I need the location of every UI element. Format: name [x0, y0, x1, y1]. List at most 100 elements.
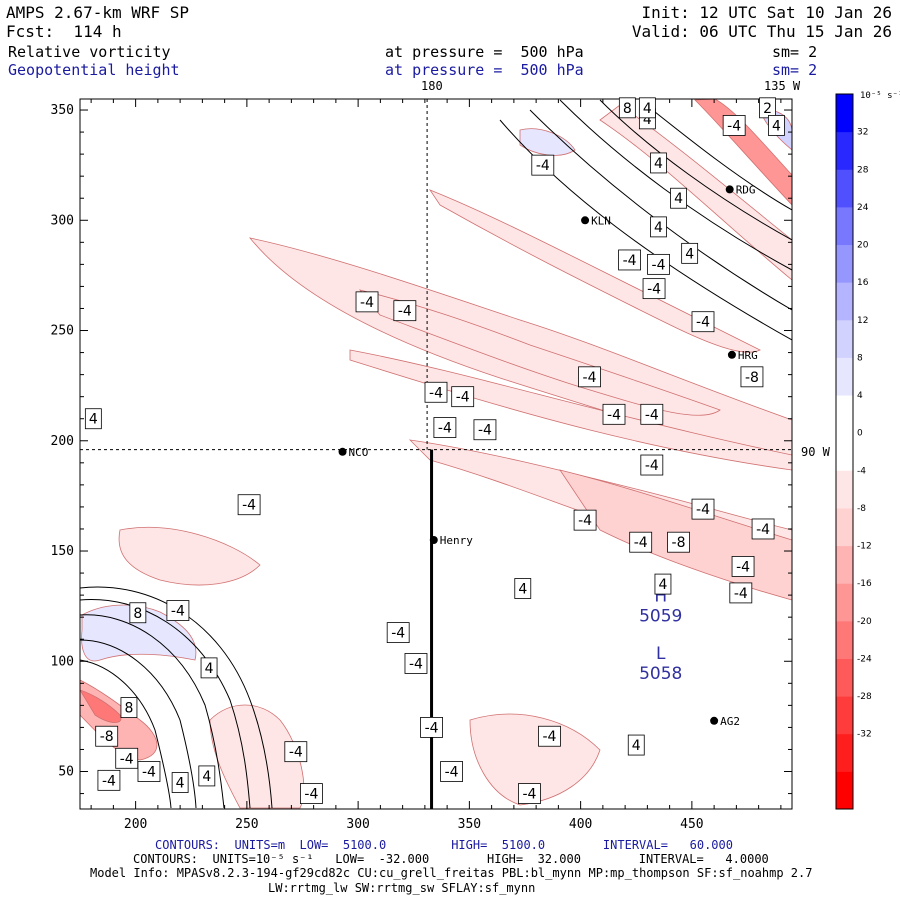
contour-label-text: 8 — [124, 701, 133, 717]
colorbar-tick-label: -28 — [857, 692, 872, 702]
init-time: Init: 12 UTC Sat 10 Jan 26 — [641, 3, 892, 22]
contour-label-text: -4 — [478, 423, 492, 439]
contour-label: 8 — [129, 602, 147, 624]
contour-label-box — [667, 531, 690, 553]
colorbar-tick-label: 32 — [857, 128, 868, 138]
contour-label: -4 — [299, 783, 323, 804]
contour-label: -4 — [451, 386, 475, 408]
vorticity-band — [428, 189, 761, 353]
contour-label-box — [681, 242, 699, 264]
contour-label: 4 — [200, 657, 218, 679]
footer-physics: LW:rrtmg_lw SW:rrtmg_sw SFLAY:sf_mynn — [268, 881, 536, 895]
contour-label-text: -4 — [522, 787, 536, 803]
contour-label: -4 — [578, 366, 601, 388]
y-tick-label: 200 — [51, 434, 74, 449]
contour-label-text: -4 — [645, 407, 659, 423]
station-dot — [338, 447, 347, 456]
contour-label: -4 — [137, 761, 161, 782]
y-tick-label: 350 — [51, 103, 74, 118]
y-tick-label: 150 — [51, 544, 74, 559]
contour-label-box — [640, 403, 664, 425]
contour-label-text: 4 — [658, 577, 667, 593]
contour-label: 4 — [768, 115, 785, 136]
contour-label-box — [424, 381, 448, 403]
y-tick-label: 50 — [58, 765, 74, 780]
right-lon-label-90w: 90 W — [801, 445, 830, 459]
contour-label-text: -4 — [696, 502, 710, 518]
station-dot — [429, 535, 438, 544]
colorbar-swatch — [836, 696, 853, 735]
contour-label-box — [573, 509, 597, 531]
contour-label: 2 — [759, 97, 776, 119]
contour-line — [499, 119, 792, 341]
colorbar-swatch — [836, 583, 853, 622]
contour-label: -4 — [691, 311, 715, 333]
x-tick-label: 200 — [124, 817, 147, 832]
contour-label: -4 — [237, 494, 261, 516]
footer-height-contours: CONTOURS: UNITS=m LOW= 5100.0 HIGH= 5100… — [155, 838, 733, 852]
contour-label-text: -4 — [652, 257, 666, 273]
contour-label: -4 — [573, 509, 597, 531]
contour-label: -4 — [751, 518, 775, 540]
footer-vorticity-contours: CONTOURS: UNITS=10⁻⁵ s⁻¹ LOW= -32.000 HI… — [133, 852, 769, 866]
contour-label-box — [518, 783, 541, 804]
colorbar-swatch — [836, 131, 853, 170]
contour-label-text: -4 — [171, 604, 185, 620]
contour-label-text: -4 — [289, 745, 303, 761]
contour-label-text: -4 — [391, 626, 405, 642]
contour-label-box — [670, 187, 687, 209]
contour-label: 4 — [627, 734, 645, 756]
contour-label: -4 — [115, 747, 139, 769]
colorbar-tick-label: 4 — [857, 391, 863, 401]
colorbar-swatch — [836, 395, 853, 434]
contour-line — [80, 659, 172, 809]
contour-label-text: -4 — [120, 751, 134, 767]
colorbar-swatch — [836, 357, 853, 396]
contour-label: -4 — [731, 556, 755, 577]
contour-label-text: -4 — [736, 559, 750, 575]
colorbar-tick-label: -4 — [857, 466, 866, 476]
extremum-letter: L — [656, 644, 666, 664]
colorbar-tick-label: 16 — [857, 278, 869, 288]
contour-label: -4 — [284, 741, 308, 763]
contour-label: -4 — [629, 531, 653, 553]
colorbar-swatch — [836, 733, 853, 772]
contour-label-text: -4 — [696, 315, 710, 331]
contour-label-box — [355, 291, 379, 313]
contour-label-text: -4 — [360, 295, 374, 311]
contour-label-text: 4 — [176, 776, 185, 792]
contour-label: -4 — [473, 419, 497, 441]
contour-line — [639, 99, 792, 211]
station-label: HRG — [738, 349, 758, 362]
contour-label-text: -4 — [142, 765, 156, 781]
contour-label-text: -4 — [542, 729, 556, 745]
colorbar-swatch — [836, 507, 853, 547]
colorbar-swatch — [836, 658, 853, 697]
contour-label: -4 — [420, 717, 443, 738]
top-lon-label-135w: 135 W — [764, 79, 801, 93]
contour-label-box — [654, 573, 672, 595]
station-label: KLN — [591, 214, 611, 227]
contour-label: 4 — [654, 573, 672, 595]
contour-label: 8 — [618, 97, 636, 119]
colorbar-swatch — [836, 771, 853, 810]
contour-label-box — [514, 578, 532, 599]
contour-label-box — [129, 602, 147, 624]
x-tick-label: 250 — [235, 817, 258, 832]
contour-label-box — [650, 216, 667, 238]
x-tick-label: 400 — [569, 817, 592, 832]
contour-label-box — [120, 697, 138, 718]
contour-label-text: -4 — [623, 253, 637, 269]
top-lon-label-180: 180 — [421, 79, 443, 93]
colorbar-tick-label: -24 — [857, 654, 872, 664]
contour-label-text: -4 — [647, 282, 661, 298]
contour-label-box — [602, 403, 626, 425]
contour-label-text: -4 — [425, 720, 439, 736]
y-tick-label: 250 — [51, 324, 74, 339]
y-tick-label: 100 — [51, 654, 74, 669]
contour-label: -4 — [166, 600, 190, 621]
vorticity-band — [349, 349, 792, 471]
contour-label-text: -4 — [398, 304, 412, 320]
vorticity-band — [358, 289, 721, 416]
